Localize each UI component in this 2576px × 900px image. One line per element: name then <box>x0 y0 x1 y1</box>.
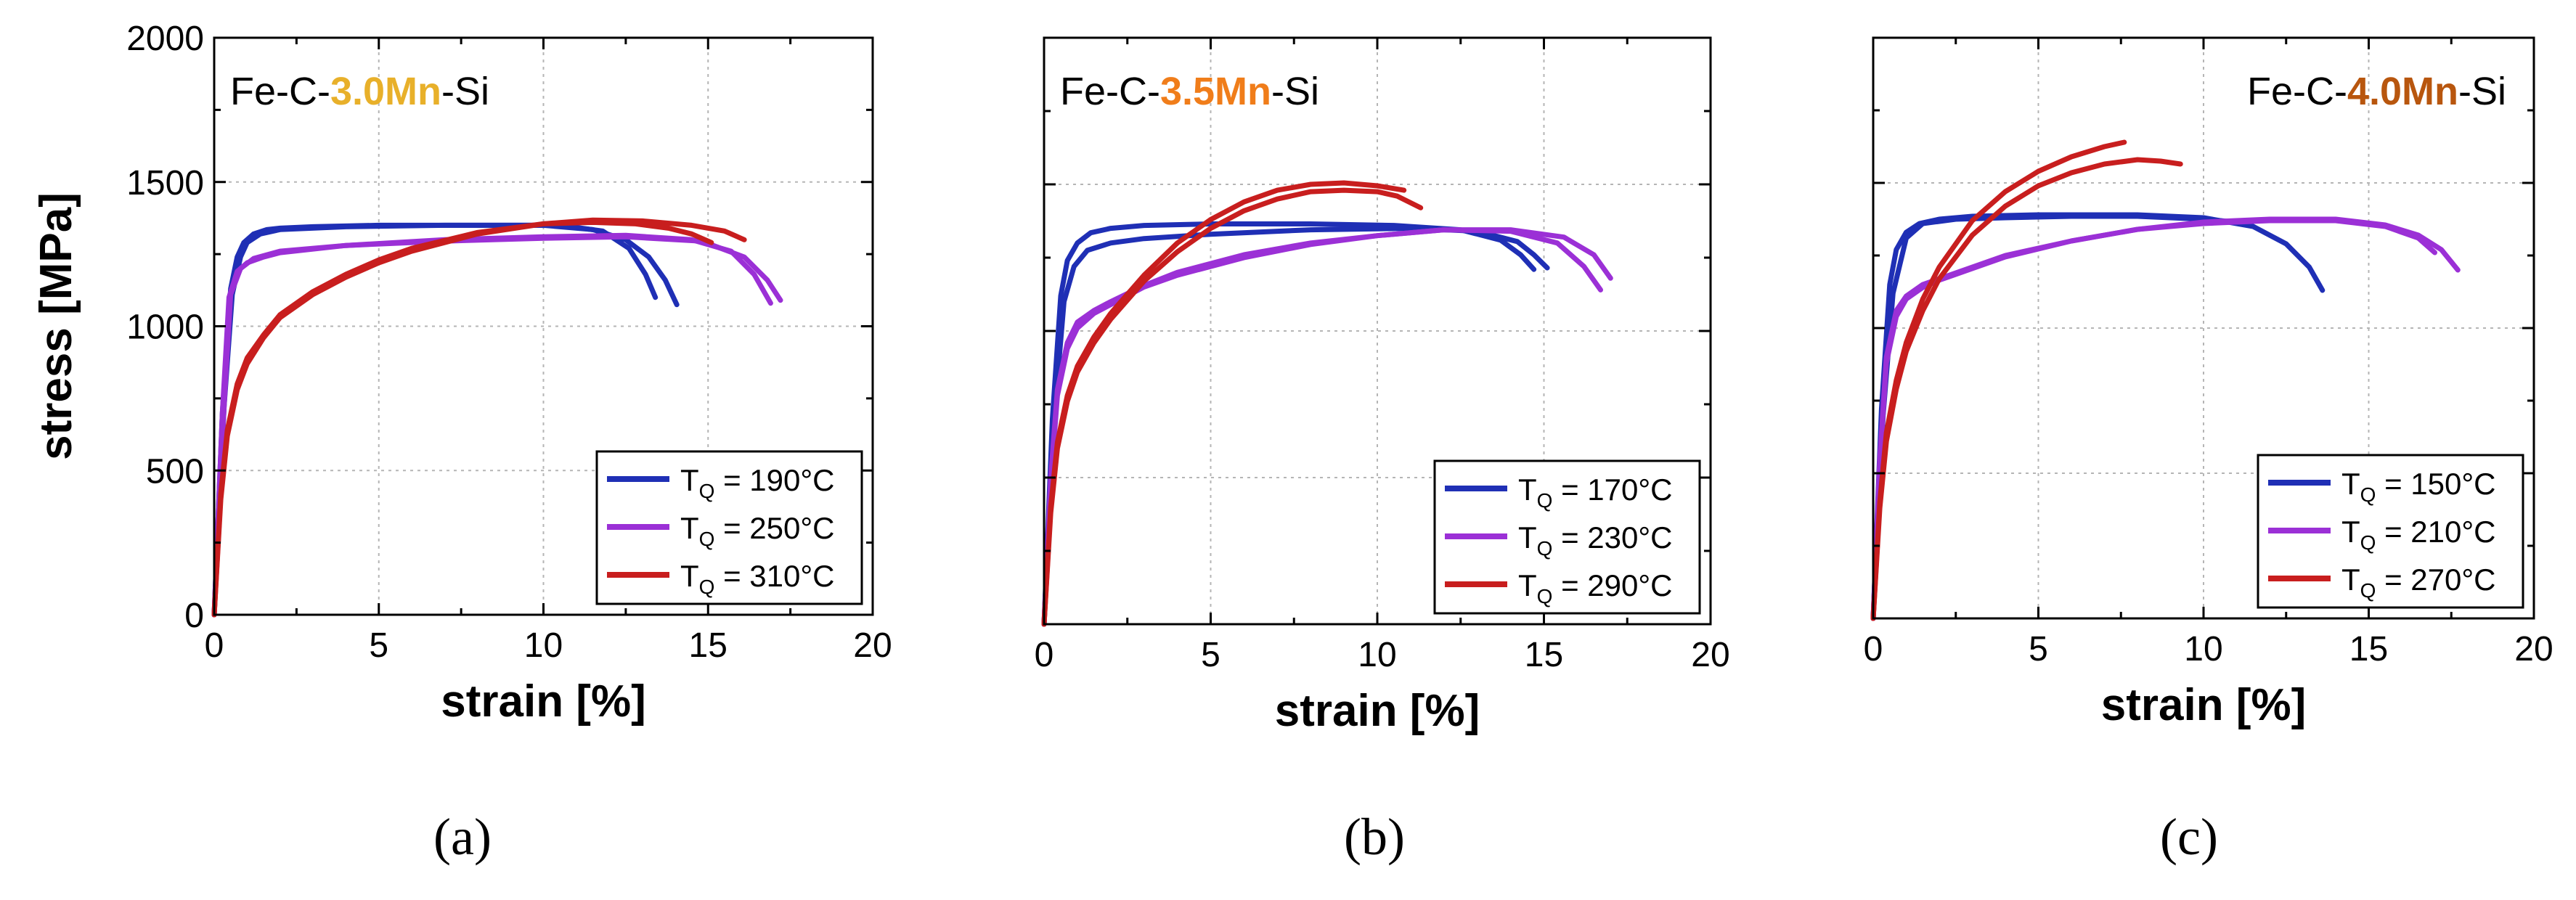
alloy-title-part: Fe-C- <box>2247 70 2347 113</box>
series-curve-3-2 <box>1041 180 1407 627</box>
legend-value: = 290°C <box>1552 568 1672 602</box>
legend-symbol: T <box>680 511 699 545</box>
legend-value: = 190°C <box>714 463 834 497</box>
legend: TQ = 170°CTQ = 230°CTQ = 290°C <box>1433 459 1701 615</box>
alloy-title: Fe-C-4.0Mn-Si <box>2247 70 2506 113</box>
y-tick-label: 1500 <box>126 164 204 202</box>
series-curve-2-2 <box>1870 218 2437 621</box>
panel-caption: (b) <box>1344 808 1405 866</box>
x-tick-label: 15 <box>2349 630 2388 668</box>
alloy-title-part: -Si <box>441 70 489 113</box>
x-tick-label: 10 <box>2184 630 2222 668</box>
x-tick-label: 20 <box>853 626 892 665</box>
legend-symbol: T <box>2341 467 2360 501</box>
series-curve-1-1 <box>211 222 659 618</box>
y-tick-label: 2000 <box>126 20 204 58</box>
y-tick-label: 500 <box>146 452 204 491</box>
series-curve-2-2 <box>1041 227 1613 627</box>
x-tick-label: 10 <box>1358 636 1396 674</box>
legend-value: = 150°C <box>2376 467 2495 501</box>
x-tick-label: 0 <box>1035 636 1054 674</box>
y-tick-label: 1000 <box>126 308 204 347</box>
alloy-title-part: -Si <box>1271 70 1319 113</box>
legend-symbol: T <box>2341 562 2360 597</box>
legend-symbol: T <box>1518 472 1537 507</box>
series-curve-1-2 <box>1870 213 2239 621</box>
alloy-title: Fe-C-3.5Mn-Si <box>1060 70 1319 113</box>
legend-subscript: Q <box>2360 579 2376 602</box>
legend-entry: TQ = 290°C <box>1518 568 1673 608</box>
legend-subscript: Q <box>1537 489 1553 512</box>
panel-a: 0 5 10 15 20 0 500 1000 1500 2000 strain [%] stress… <box>31 20 892 866</box>
series-curve-3-2 <box>1870 157 2183 621</box>
x-tick-label: 20 <box>2514 630 2553 668</box>
legend-entry: TQ = 170°C <box>1518 472 1673 512</box>
x-tick-label: 5 <box>369 626 388 665</box>
legend-subscript: Q <box>699 480 715 502</box>
legend-value: = 250°C <box>714 511 834 545</box>
legend-symbol: T <box>680 559 699 593</box>
alloy-title-part: -Si <box>2458 70 2506 113</box>
y-tick-label: 0 <box>184 597 204 635</box>
legend-symbol: T <box>1518 568 1537 602</box>
x-tick-label: 20 <box>1691 636 1729 674</box>
x-tick-label: 5 <box>1201 636 1220 674</box>
legend-symbol: T <box>1518 520 1537 555</box>
legend-value: = 230°C <box>1552 520 1672 555</box>
alloy-title-mn: 3.5Mn <box>1160 70 1271 113</box>
legend-subscript: Q <box>1537 585 1553 608</box>
series-curve-3-2 <box>211 219 714 618</box>
legend-entry: TQ = 150°C <box>2341 467 2496 506</box>
panel-caption: (a) <box>433 808 492 866</box>
x-axis-label: strain [%] <box>2101 680 2306 730</box>
x-axis-label: strain [%] <box>1275 686 1480 736</box>
legend-entry: TQ = 250°C <box>680 511 835 550</box>
legend-value: = 270°C <box>2376 562 2495 597</box>
alloy-title-part: Fe-C- <box>230 70 330 113</box>
legend-subscript: Q <box>699 576 715 598</box>
alloy-title-mn: 4.0Mn <box>2347 70 2458 113</box>
legend-value: = 170°C <box>1552 472 1672 507</box>
legend-symbol: T <box>2341 515 2360 549</box>
series-curve-2-2 <box>211 234 783 618</box>
legend-entry: TQ = 310°C <box>680 559 835 598</box>
alloy-title-part: Fe-C- <box>1060 70 1160 113</box>
alloy-title-mn: 3.0Mn <box>330 70 441 113</box>
legend-symbol: T <box>680 463 699 497</box>
x-tick-label: 0 <box>1864 630 1883 668</box>
x-tick-label: 0 <box>205 626 224 665</box>
x-tick-label: 10 <box>524 626 563 665</box>
legend: TQ = 150°CTQ = 210°CTQ = 270°C <box>2257 454 2524 609</box>
legend-subscript: Q <box>2360 483 2376 506</box>
legend-entry: TQ = 190°C <box>680 463 835 502</box>
legend-value: = 210°C <box>2376 515 2495 549</box>
series-curve-1-1 <box>1041 221 1537 627</box>
legend-subscript: Q <box>699 528 715 550</box>
x-tick-label: 15 <box>689 626 727 665</box>
series-curve-1-2 <box>1041 226 1550 627</box>
alloy-title: Fe-C-3.0Mn-Si <box>230 70 489 113</box>
panel-caption: (c) <box>2160 808 2218 866</box>
legend-subscript: Q <box>1537 537 1553 560</box>
x-tick-label: 5 <box>2029 630 2048 668</box>
legend: TQ = 190°CTQ = 250°CTQ = 310°C <box>595 450 863 605</box>
legend-entry: TQ = 210°C <box>2341 515 2496 554</box>
legend-entry: TQ = 230°C <box>1518 520 1673 560</box>
legend-entry: TQ = 270°C <box>2341 562 2496 602</box>
legend-subscript: Q <box>2360 531 2376 554</box>
x-axis-label: strain [%] <box>441 676 645 727</box>
legend-value: = 310°C <box>714 559 834 593</box>
y-axis-label: stress [MPa] <box>31 192 81 460</box>
x-tick-label: 15 <box>1525 636 1563 674</box>
